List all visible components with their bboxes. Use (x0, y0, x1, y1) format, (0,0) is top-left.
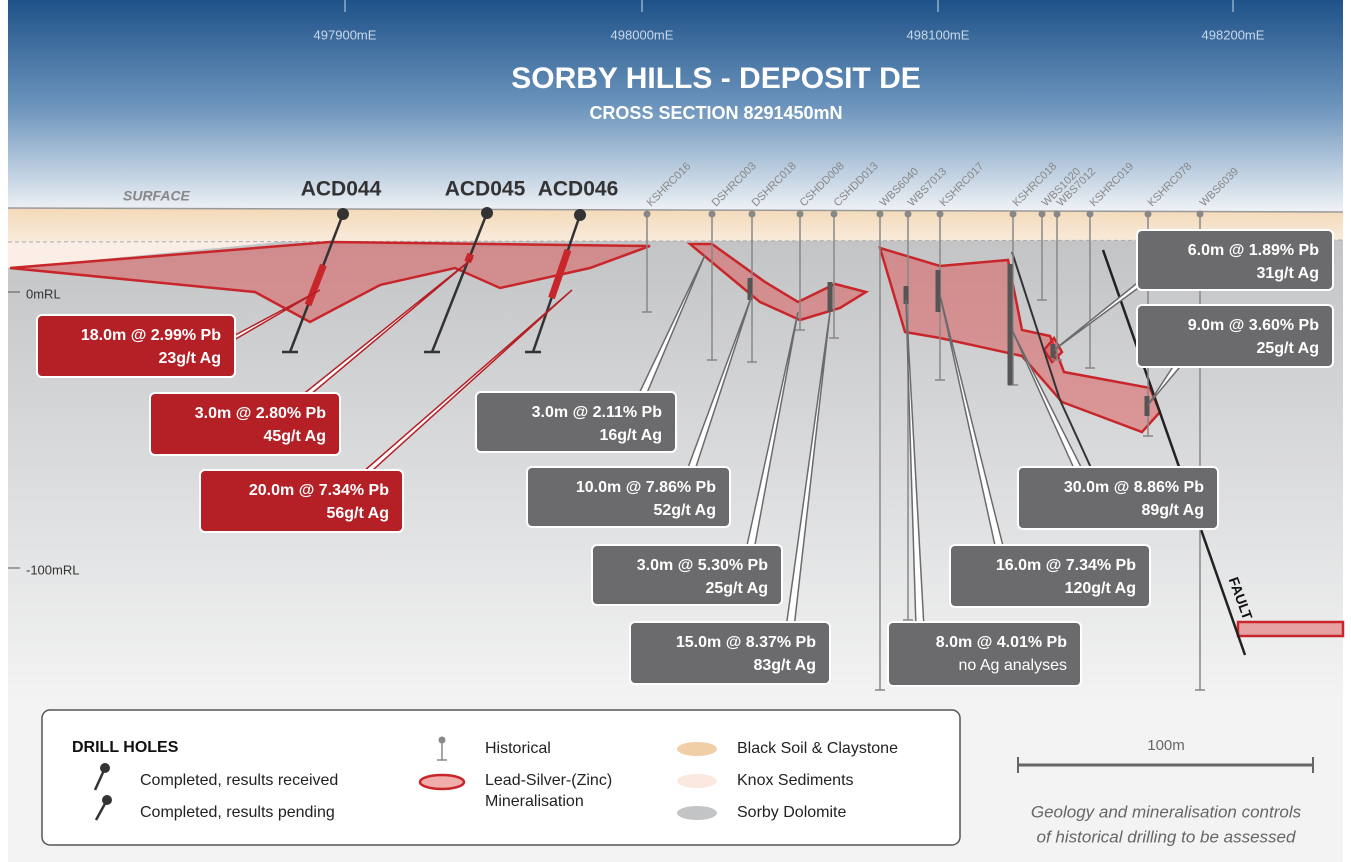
mineralisation (1238, 622, 1343, 636)
legend-label: Completed, results pending (140, 804, 335, 821)
callout-grade: 3.0m @ 2.80% Pb (195, 405, 326, 422)
legend-historical-icon (439, 737, 446, 744)
title: SORBY HILLS - DEPOSIT DE (511, 62, 921, 95)
legend-label: Black Soil & Claystone (737, 740, 898, 757)
legend-label: Completed, results received (140, 772, 338, 789)
legend-swatch (677, 742, 717, 756)
easting-label: 497900mE (314, 27, 377, 42)
historical-collar (1197, 211, 1204, 218)
historical-collar (797, 211, 804, 218)
callout-silver: 25g/t Ag (705, 580, 768, 597)
elevation-label: 0mRL (26, 286, 61, 301)
legend-swatch (677, 806, 717, 820)
legend-label: Sorby Dolomite (737, 804, 846, 821)
callout-grade: 15.0m @ 8.37% Pb (676, 634, 816, 651)
callout-box (1018, 467, 1218, 529)
callout-silver: 23g/t Ag (158, 350, 221, 367)
easting-label: 498000mE (611, 27, 674, 42)
callout-grade: 18.0m @ 2.99% Pb (81, 327, 221, 344)
callout-box (630, 622, 830, 684)
callout-silver: 16g/t Ag (599, 427, 662, 444)
subtitle: CROSS SECTION 8291450mN (589, 103, 842, 123)
callout-box (150, 393, 340, 455)
drill-collar (574, 209, 586, 221)
elevation-label: -100mRL (26, 562, 79, 577)
callout-silver: 56g/t Ag (326, 505, 389, 522)
legend-label: Historical (485, 740, 551, 757)
note: of historical drilling to be assessed (1037, 827, 1296, 846)
callout-silver: 83g/t Ag (753, 657, 816, 674)
legend-title: DRILL HOLES (72, 739, 179, 756)
callout-silver: no Ag analyses (958, 657, 1067, 674)
historical-collar (1039, 211, 1046, 218)
historical-collar (831, 211, 838, 218)
historical-collar (937, 211, 944, 218)
drill-collar (337, 208, 349, 220)
historical-collar (1054, 211, 1061, 218)
callout-box (37, 315, 235, 377)
callout-silver: 25g/t Ag (1256, 340, 1319, 357)
cross-section: SORBY HILLS - DEPOSIT DE CROSS SECTION 82… (0, 0, 1351, 862)
drill-collar (481, 207, 493, 219)
historical-collar (1010, 211, 1017, 218)
callout-grade: 6.0m @ 1.89% Pb (1188, 242, 1319, 259)
legend-swatch (420, 775, 464, 789)
legend-label: Mineralisation (485, 793, 584, 810)
legend-hole-icon (100, 763, 110, 773)
historical-collar (1087, 211, 1094, 218)
callout-box (200, 470, 403, 532)
callout-grade: 16.0m @ 7.34% Pb (996, 557, 1136, 574)
callout-box (888, 622, 1081, 686)
callout-silver: 31g/t Ag (1256, 265, 1319, 282)
historical-collar (644, 211, 651, 218)
callout-grade: 3.0m @ 2.11% Pb (532, 404, 663, 421)
drill-hole-label: ACD045 (445, 178, 526, 201)
callout-grade: 9.0m @ 3.60% Pb (1188, 317, 1319, 334)
easting-label: 498200mE (1202, 27, 1265, 42)
historical-collar (877, 211, 884, 218)
callout-grade: 8.0m @ 4.01% Pb (936, 634, 1067, 651)
callout-box (1137, 305, 1333, 367)
callout-silver: 120g/t Ag (1065, 580, 1136, 597)
historical-collar (1145, 211, 1152, 218)
callout-grade: 10.0m @ 7.86% Pb (576, 479, 716, 496)
historical-collar (749, 211, 756, 218)
callout-box (950, 545, 1150, 607)
legend-label: Lead-Silver-(Zinc) (485, 772, 612, 789)
scale-label: 100m (1147, 737, 1185, 754)
legend-hole-icon (102, 795, 112, 805)
legend-label: Knox Sediments (737, 772, 854, 789)
drill-hole-label: ACD046 (538, 178, 619, 201)
callout-grade: 3.0m @ 5.30% Pb (637, 557, 768, 574)
easting-label: 498100mE (907, 27, 970, 42)
callout-silver: 45g/t Ag (263, 428, 326, 445)
callout-grade: 20.0m @ 7.34% Pb (249, 482, 389, 499)
note: Geology and mineralisation controls (1031, 802, 1302, 821)
callout-silver: 89g/t Ag (1141, 502, 1204, 519)
historical-collar (709, 211, 716, 218)
callout-grade: 30.0m @ 8.86% Pb (1064, 479, 1204, 496)
drill-hole-label: ACD044 (301, 178, 382, 201)
surface-label: SURFACE (123, 188, 191, 204)
historical-collar (905, 211, 912, 218)
callout-silver: 52g/t Ag (653, 502, 716, 519)
legend-swatch (677, 774, 717, 788)
